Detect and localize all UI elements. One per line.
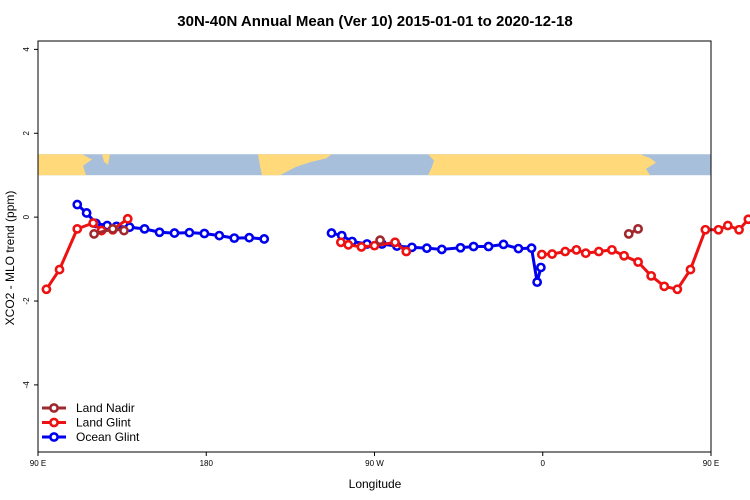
data-point: [343, 239, 354, 250]
data-point: [41, 284, 52, 295]
data-point: [184, 227, 195, 238]
data-point: [580, 248, 591, 259]
data-point: [532, 277, 543, 288]
land-mass-5: [518, 154, 524, 161]
data-point: [722, 220, 733, 231]
data-point: [436, 244, 447, 255]
data-point: [199, 228, 210, 239]
data-point: [244, 232, 255, 243]
data-point: [633, 223, 643, 234]
data-point: [390, 237, 400, 248]
data-point: [685, 264, 696, 275]
data-point: [122, 213, 133, 224]
data-point: [326, 228, 337, 238]
data-point: [593, 246, 604, 257]
data-point: [401, 246, 412, 257]
data-point: [356, 242, 367, 252]
data-point: [72, 199, 83, 210]
y-tick-label: 0: [22, 214, 31, 219]
data-point: [89, 229, 99, 239]
data-point: [455, 242, 466, 253]
x-tick-label: 0: [541, 459, 546, 468]
y-tick-label: 2: [22, 130, 31, 135]
series-line: [331, 231, 543, 284]
land-mass-0: [38, 154, 92, 176]
data-point: [498, 239, 509, 250]
legend-marker: [49, 403, 59, 413]
data-point: [229, 233, 240, 244]
series-land-nadir: [89, 223, 643, 246]
series-layer: [41, 199, 750, 295]
data-point: [259, 234, 270, 244]
data-point: [81, 208, 92, 218]
data-point: [72, 223, 83, 234]
data-point: [560, 246, 571, 257]
data-point: [526, 243, 537, 254]
x-tick-label: 90 E: [703, 459, 719, 468]
data-point: [154, 227, 165, 238]
data-point: [743, 214, 750, 225]
data-point: [54, 264, 65, 275]
legend-label: Land Glint: [76, 416, 131, 430]
data-point: [421, 243, 432, 254]
data-point: [483, 241, 494, 252]
land-mass-2: [258, 154, 332, 176]
map-band: [38, 154, 711, 176]
data-point: [119, 225, 129, 236]
x-tick-label: 90 W: [365, 459, 384, 468]
y-axis-label: XCO2 - MLO trend (ppm): [3, 191, 17, 326]
y-tick-label: -2: [22, 297, 31, 305]
chart-title: 30N-40N Annual Mean (Ver 10) 2015-01-01 …: [177, 13, 572, 30]
y-tick-label: -4: [22, 381, 31, 389]
x-axis: 90 E 180 90 W 0 90 E: [30, 452, 719, 468]
data-point: [139, 223, 150, 234]
land-mass-1: [102, 154, 110, 165]
data-point: [700, 224, 711, 235]
data-point: [214, 230, 225, 241]
data-point: [547, 249, 557, 259]
data-point: [535, 262, 546, 273]
data-point: [335, 237, 346, 248]
data-point: [571, 244, 582, 255]
x-tick-label: 180: [200, 459, 214, 468]
data-point: [375, 235, 386, 246]
data-point: [513, 243, 524, 254]
series-ocean-glint: [72, 199, 546, 288]
land-mass-4: [455, 155, 470, 161]
data-point: [607, 244, 617, 255]
x-axis-label: Longitude: [349, 477, 402, 491]
data-point: [536, 249, 547, 260]
data-point: [633, 257, 643, 267]
data-point: [88, 218, 99, 228]
data-point: [169, 228, 180, 238]
data-point: [619, 250, 629, 261]
data-point: [107, 223, 118, 234]
legend-marker: [49, 417, 59, 428]
data-point: [623, 229, 634, 239]
data-point: [672, 284, 683, 295]
data-point: [646, 270, 657, 281]
legend-label: Land Nadir: [76, 401, 135, 415]
data-point: [713, 224, 724, 235]
data-point: [659, 281, 670, 292]
data-point: [369, 240, 380, 251]
land-mass-3: [428, 154, 656, 176]
legend-marker: [49, 432, 59, 442]
legend-label: Ocean Glint: [76, 430, 140, 444]
y-tick-label: 4: [22, 47, 31, 52]
data-point: [734, 224, 744, 235]
map-band-land: [38, 154, 656, 176]
data-point: [468, 241, 479, 252]
x-tick-label: 90 E: [30, 459, 46, 468]
y-axis: 4 2 0 -2 -4: [22, 47, 38, 389]
